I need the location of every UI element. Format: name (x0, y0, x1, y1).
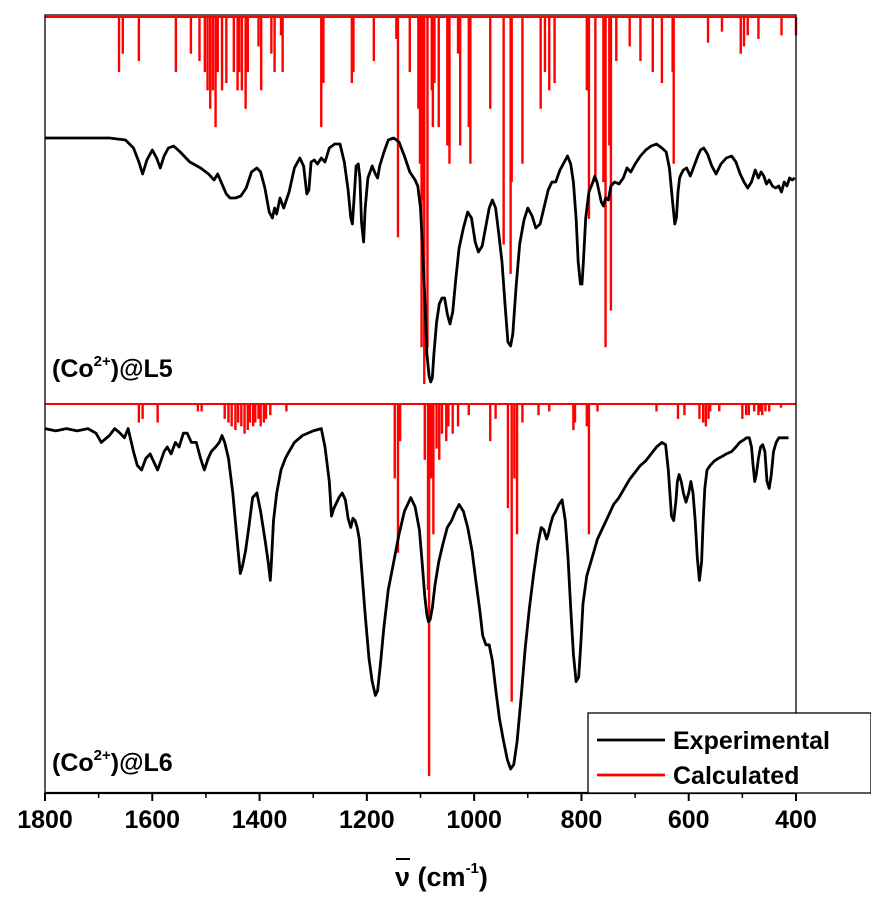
x-tick-label: 800 (561, 806, 603, 834)
panel-l6-label: (Co2+)@L6 (52, 747, 173, 777)
panel-l5-label: (Co2+)@L5 (52, 353, 173, 383)
panel-l6-experimental-line (44, 427, 789, 771)
x-tick-label: 600 (668, 806, 710, 834)
x-axis-title: ν (cm-1) (395, 860, 488, 892)
panel-l6-calculated-stick-series (45, 403, 796, 776)
x-tick-label: 1600 (124, 806, 180, 834)
panel-l5-experimental-line (45, 136, 796, 384)
x-tick-label: 400 (775, 806, 817, 834)
legend: Experimental Calculated (587, 712, 871, 794)
legend-experimental-label: Experimental (673, 727, 830, 755)
x-axis-tick-labels: 1800 1600 1400 1200 1000 800 600 400 (17, 806, 817, 834)
x-tick-label: 1200 (339, 806, 395, 834)
panel-l5-calculated-stick-series (45, 16, 798, 384)
x-tick-label: 1000 (446, 806, 502, 834)
panel-l6-experimental-series (44, 427, 789, 771)
x-tick-label: 1800 (17, 806, 73, 834)
legend-box (587, 712, 871, 794)
panel-l5-experimental-series (45, 136, 796, 384)
legend-calculated-label: Calculated (673, 762, 799, 790)
x-tick-label: 1400 (232, 806, 288, 834)
x-axis-ticks (44, 793, 797, 801)
